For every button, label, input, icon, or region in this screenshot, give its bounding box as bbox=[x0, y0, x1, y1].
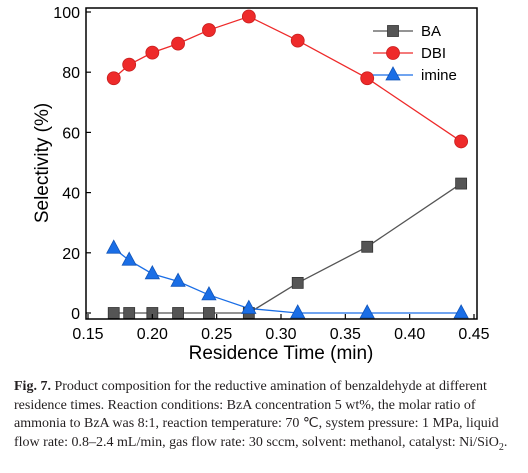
caption-end: . bbox=[503, 434, 508, 450]
data-point-dbi bbox=[290, 33, 305, 48]
y-tick-label: 20 bbox=[62, 246, 80, 263]
data-point-imine bbox=[121, 251, 137, 266]
x-tick-label: 0.15 bbox=[72, 326, 103, 343]
data-point-imine bbox=[170, 272, 186, 287]
series-markers bbox=[106, 9, 469, 319]
y-tick-label: 0 bbox=[71, 306, 80, 323]
x-tick-label: 0.35 bbox=[330, 326, 361, 343]
data-point-dbi bbox=[360, 71, 375, 86]
data-point-imine bbox=[241, 299, 257, 314]
series-line-dbi bbox=[113, 15, 462, 142]
data-point-imine bbox=[106, 239, 122, 254]
data-point-ba bbox=[203, 307, 215, 319]
data-point-ba bbox=[172, 307, 184, 319]
data-point-dbi bbox=[241, 9, 256, 24]
selectivity-chart: 0.15 0.20 0.25 0.30 0.35 0.40 0.45 0 20 40 60 80 10… bbox=[32, 5, 490, 364]
series-line-imine bbox=[113, 247, 462, 314]
legend-marker-dbi bbox=[386, 46, 400, 60]
data-point-dbi bbox=[106, 71, 121, 86]
x-axis-title: Residence Time (min) bbox=[189, 343, 374, 364]
data-point-ba bbox=[107, 307, 120, 319]
x-tick-label: 0.20 bbox=[137, 326, 168, 343]
data-point-dbi bbox=[145, 45, 160, 60]
caption-text: Product composition for the reductive am… bbox=[14, 379, 499, 450]
legend-marker-ba bbox=[387, 25, 399, 37]
series-line-ba bbox=[113, 183, 462, 314]
x-tick-label: 0.40 bbox=[394, 326, 425, 343]
x-axis-ticks: 0.15 0.20 0.25 0.30 0.35 0.40 0.45 bbox=[72, 314, 490, 343]
legend-label-imine: imine bbox=[421, 67, 457, 84]
caption-label: Fig. 7. bbox=[14, 379, 51, 394]
data-point-ba bbox=[123, 307, 136, 319]
data-point-dbi bbox=[454, 134, 469, 149]
data-point-imine bbox=[201, 286, 217, 301]
x-tick-label: 0.25 bbox=[201, 326, 232, 343]
data-point-imine bbox=[144, 264, 161, 280]
y-tick-label: 40 bbox=[62, 186, 80, 203]
data-point-dbi bbox=[122, 57, 137, 72]
x-tick-label: 0.45 bbox=[458, 326, 489, 343]
data-point-ba bbox=[455, 177, 468, 190]
caption-subscript: 2 bbox=[498, 441, 504, 453]
data-point-ba bbox=[361, 240, 374, 253]
data-point-dbi bbox=[171, 36, 185, 51]
data-point-imine bbox=[359, 304, 375, 319]
y-tick-label: 60 bbox=[62, 125, 80, 142]
legend-marker-imine bbox=[385, 66, 401, 81]
legend: BA DBI imine bbox=[373, 23, 457, 84]
data-point-imine bbox=[453, 304, 469, 319]
data-point-imine bbox=[290, 304, 306, 319]
plot-frame bbox=[85, 7, 478, 320]
y-tick-label: 80 bbox=[62, 65, 80, 82]
figure-caption: Fig. 7. Product composition for the redu… bbox=[14, 378, 514, 452]
y-tick-label: 100 bbox=[53, 5, 80, 22]
series-lines bbox=[113, 15, 462, 314]
y-axis-ticks: 0 20 40 60 80 100 bbox=[53, 5, 91, 323]
legend-label-dbi: DBI bbox=[421, 45, 446, 62]
y-axis-title: Selectivity (%) bbox=[32, 103, 53, 223]
data-point-ba bbox=[291, 276, 304, 289]
x-tick-label: 0.30 bbox=[265, 326, 296, 343]
legend-label-ba: BA bbox=[421, 23, 441, 40]
data-point-dbi bbox=[202, 23, 216, 37]
